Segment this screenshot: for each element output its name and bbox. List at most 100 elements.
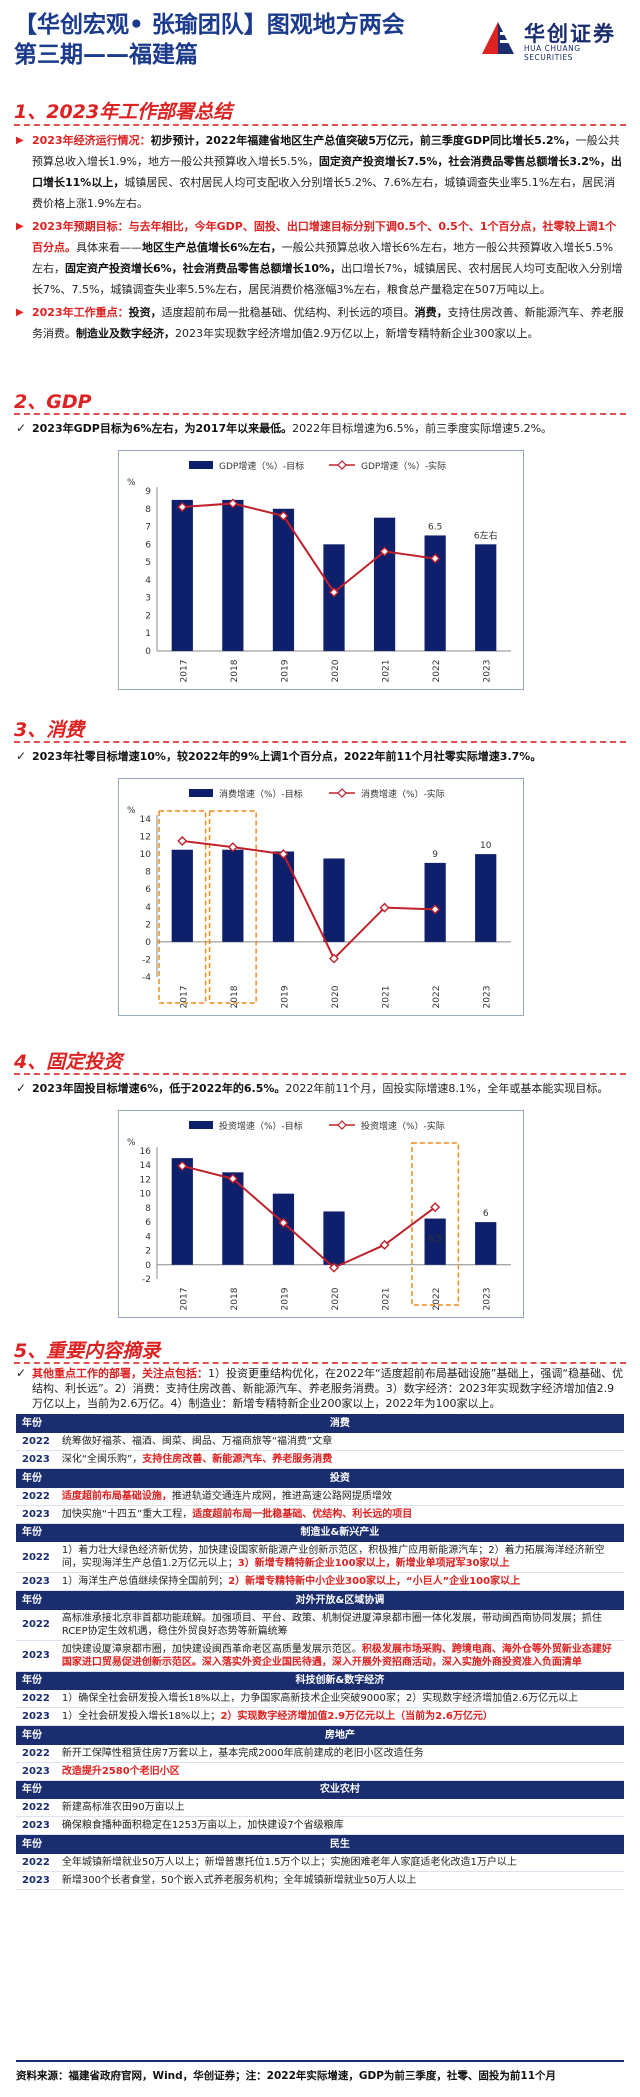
data-label-2022: 9 <box>432 850 438 860</box>
row-year: 2022 <box>16 1542 56 1573</box>
row-text: 适度超前布局基础设施， <box>61 1490 172 1502</box>
row-text: 新增300个长者食堂，50个嵌入式养老服务机构；全年城镇新增就业50万人以上 <box>61 1874 417 1886</box>
section-2-body: ✓ 2023年GDP目标为6%左右，为2017年以来最低。2022年目标增速为6.… <box>16 418 624 441</box>
row-text: 支持住房改善、新能源汽车、养老服务消费 <box>142 1454 333 1465</box>
company-logo: 华创证券 HUA CHUANG SECURITIES <box>478 18 628 62</box>
x-tick-label: 2020 <box>331 1287 341 1310</box>
row-text: 2）新增专精特新中小企业300家以上，“小巨人”企业100家以上 <box>228 1576 521 1587</box>
table-row: 2023 加快实施“十四五”重大工程，适度超前布局一批稳基础、优结构、利长远的项目 <box>16 1505 624 1524</box>
y-tick-label: 6 <box>145 885 151 895</box>
actual-point <box>227 498 238 509</box>
bar-2022 <box>424 535 446 651</box>
actual-point <box>430 1202 441 1213</box>
table-row: 2022 高标准承接北京非首都功能疏解。加强项目、平台、政策、机制促进厦漳泉都市圈… <box>16 1609 624 1641</box>
row-text: 1）海洋生产总值继续保持全国前列； <box>61 1576 229 1587</box>
x-tick-label: 2022 <box>432 986 442 1009</box>
y-axis-unit: % <box>127 1138 136 1148</box>
title-line-2: 第三期——福建篇 <box>14 42 198 68</box>
logo-name: 华创证券 <box>524 22 616 46</box>
actual-series-line <box>182 839 436 961</box>
row-content: 确保粮食播种面积稳定在1253万亩以上，加快建设7个省级粮库 <box>55 1816 624 1835</box>
table-group-header: 年份 消费 <box>16 1414 624 1433</box>
x-tick-label: 2017 <box>179 660 189 683</box>
bullet-icon: ▶ <box>16 307 24 318</box>
list-item: ✓ 2023年GDP目标为6%左右，为2017年以来最低。2022年目标增速为6.… <box>16 418 624 439</box>
table-group-header: 年份 对外开放&区域协调 <box>16 1590 624 1610</box>
legend-bar-label: GDP增速（%）-目标 <box>219 460 304 472</box>
bullet-icon: ▶ <box>16 221 24 232</box>
table-group-header: 年份 民生 <box>16 1834 624 1854</box>
row-text: 适度超前布局一批稳基础、优结构、利长远的项目 <box>192 1508 413 1520</box>
investment-chart-svg: 投资增速（%）-目标 投资增速（%）-实际% -2 0 2 4 6 8 10 12 14 16 6.5 6… <box>127 1120 511 1311</box>
y-tick-label: 12 <box>140 1175 151 1185</box>
x-tick-label: 2017 <box>179 1288 189 1311</box>
row-year: 2022 <box>16 1799 56 1817</box>
bar-2018 <box>222 1172 244 1265</box>
category-header: 投资 <box>55 1468 624 1488</box>
bar-2018 <box>222 849 244 942</box>
section-2-title: 2、GDP <box>14 391 92 413</box>
row-text: 1）着力壮大绿色经济新优势，加快建设国家新能源产业创新示范区，积极推广应用新能源… <box>61 1545 605 1569</box>
legend-line-marker <box>337 460 347 470</box>
bar-2019 <box>272 851 295 942</box>
table-row: 2023 新增300个长者食堂，50个嵌入式养老服务机构；全年城镇新增就业50万人… <box>16 1871 624 1890</box>
data-label-2023: 6 <box>483 1209 489 1219</box>
row-content: 加快建设厦漳泉都市圈，加快建设闽西革命老区高质量发展示范区。积极发展市场采购、跨… <box>55 1640 624 1672</box>
data-label-2022: 6.5 <box>428 1235 442 1245</box>
table-group-header: 年份 农业农村 <box>16 1780 624 1799</box>
y-tick-label: 1 <box>145 629 151 639</box>
row-content: 高标准承接北京非首都功能疏解。加强项目、平台、政策、机制促进厦漳泉都市圈一体化发… <box>55 1609 624 1641</box>
section-5-divider <box>14 1362 626 1364</box>
x-tick-label: 2020 <box>331 659 341 682</box>
category-header: 科技创新&数字经济 <box>55 1671 624 1690</box>
section-3-title: 3、消费 <box>14 719 85 741</box>
consumption-chart-svg: 消费增速（%）-目标 消费增速（%）-实际% -4 -2 0 2 4 6 8 10 12 14 9 10 2… <box>127 788 511 1009</box>
x-tick-label: 2021 <box>382 986 392 1009</box>
actual-point <box>379 1239 390 1250</box>
row-content: 全年城镇新增就业50万人以上；新增普惠托位1.5万个以上；实施困难老年人家庭适老… <box>55 1853 624 1872</box>
y-tick-label: 0 <box>145 647 151 657</box>
actual-point <box>430 553 441 564</box>
bullet-icon: ▶ <box>16 135 24 146</box>
table-row: 2023 确保粮食播种面积稳定在1253万亩以上，加快建设7个省级粮库 <box>16 1816 624 1835</box>
row-year: 2022 <box>16 1609 56 1641</box>
bar-2019 <box>272 508 295 651</box>
section-3-body: ✓ 2023年社零目标增速10%，较2022年的9%上调1个百分点，2022年前1… <box>16 746 624 769</box>
row-year: 2022 <box>16 1744 56 1763</box>
list-item: ✓ 2023年社零目标增速10%，较2022年的9%上调1个百分点，2022年前1… <box>16 746 624 767</box>
section-4-title: 4、固定投资 <box>14 1051 123 1073</box>
y-tick-label: 2 <box>145 1247 151 1257</box>
y-tick-label: 4 <box>145 903 151 913</box>
header: 【华创宏观• 张瑜团队】图观地方两会 第三期——福建篇 华创证券 HUA CHU… <box>0 0 640 80</box>
row-content: 改造提升2580个老旧小区 <box>55 1762 624 1781</box>
row-year: 2023 <box>16 1572 56 1591</box>
table-row: 2023 深化“全闽乐购”，支持住房改善、新能源汽车、养老服务消费 <box>16 1450 624 1469</box>
x-tick-label: 2023 <box>483 986 493 1009</box>
actual-point <box>278 1217 289 1228</box>
row-year: 2022 <box>16 1690 56 1708</box>
x-tick-label: 2019 <box>280 659 290 682</box>
category-header: 对外开放&区域协调 <box>55 1590 624 1610</box>
actual-point <box>278 849 289 860</box>
y-tick-label: -4 <box>142 973 151 983</box>
row-content: 统筹做好福茶、福酒、闽菜、闽品、万福商旅等“福消费”文章 <box>55 1433 624 1451</box>
table-group-header: 年份 投资 <box>16 1468 624 1488</box>
x-tick-label: 2017 <box>179 986 189 1009</box>
bar-2020 <box>323 544 345 651</box>
section-4-body: ✓ 2023年固投目标增速6%，低于2022年的6.5%。2022年前11个月，固… <box>16 1078 624 1101</box>
row-year: 2022 <box>16 1433 56 1451</box>
actual-point <box>227 842 238 853</box>
section-1-divider <box>14 124 626 126</box>
row-text: 确保粮食播种面积稳定在1253万亩以上，加快建设7个省级粮库 <box>61 1820 344 1831</box>
table-row: 2022 统筹做好福茶、福酒、闽菜、闽品、万福商旅等“福消费”文章 <box>16 1433 624 1451</box>
y-tick-label: -2 <box>142 955 151 965</box>
consumption-chart: 消费增速（%）-目标 消费增速（%）-实际% -4 -2 0 2 4 6 8 10 12 14 9 10 2… <box>118 778 524 1016</box>
row-content: 1）全社会研发投入增长18%以上；2）实现数字经济增加值2.9万亿元以上（当前为… <box>55 1707 624 1726</box>
y-tick-label: 2 <box>145 920 151 930</box>
row-year: 2023 <box>16 1640 56 1672</box>
row-year: 2023 <box>16 1816 56 1835</box>
table-row: 2022 1）着力壮大绿色经济新优势，加快建设国家新能源产业创新示范区，积极推广应… <box>16 1542 624 1573</box>
row-text: 改造提升2580个老旧小区 <box>61 1765 180 1777</box>
category-header: 农业农村 <box>55 1780 624 1799</box>
table-group-header: 年份 制造业&新兴产业 <box>16 1523 624 1542</box>
